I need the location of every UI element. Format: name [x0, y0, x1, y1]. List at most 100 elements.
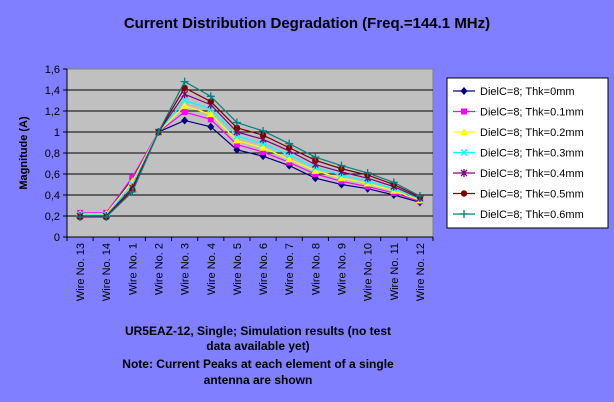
series-line	[80, 105, 421, 215]
legend-label: DielC=8; Thk=0mm	[480, 86, 575, 98]
x-tick-label: Wire No. 12	[415, 243, 427, 301]
data-point	[460, 169, 468, 177]
data-point	[181, 116, 189, 125]
data-point	[389, 178, 398, 187]
data-point	[259, 143, 268, 151]
data-point	[338, 178, 345, 185]
data-point	[460, 128, 468, 135]
data-point	[259, 131, 267, 139]
data-point	[76, 213, 85, 222]
legend-label: DielC=8; Thk=0.3mm	[480, 148, 584, 160]
plot-area: 0 0,2 0,4 0,6 0,8 1 1,2 1,4 1,6 Wire No. 13 Wire N…	[45, 64, 434, 301]
legend-item: DielC=8; Thk=0.5mm	[453, 189, 584, 201]
chart-title: Current Distribution Degradation (Freq.=…	[124, 15, 490, 32]
x-tick-label: Wire No. 7	[284, 243, 296, 295]
data-point	[337, 161, 346, 170]
series-line	[80, 80, 421, 218]
series-line	[80, 99, 421, 216]
caption-line-1: UR5EAZ-12, Single; Simulation results (n…	[125, 324, 391, 338]
series-line	[80, 93, 421, 217]
data-point	[286, 159, 293, 166]
data-point	[311, 153, 320, 162]
data-point	[233, 124, 241, 131]
caption-line-2: data available yet)	[206, 339, 309, 353]
y-tick-label: 1,6	[45, 64, 60, 76]
data-point	[102, 213, 111, 222]
data-point	[181, 109, 188, 116]
x-tick-label: Wire No. 1	[127, 243, 139, 295]
data-point	[233, 145, 241, 154]
x-tick-label: Wire No. 6	[258, 243, 270, 295]
data-point	[129, 174, 136, 181]
data-point	[154, 128, 163, 136]
x-tick-label: Wire No. 8	[310, 243, 322, 295]
y-tick-label: 1	[54, 127, 60, 139]
legend-item: DielC=8; Thk=0.4mm	[453, 168, 584, 180]
data-point	[233, 141, 240, 148]
data-point	[415, 192, 424, 201]
data-point	[259, 126, 268, 135]
data-point	[286, 144, 293, 151]
data-point	[260, 148, 267, 155]
legend-label: DielC=8; Thk=0.4mm	[480, 168, 584, 180]
data-point	[311, 166, 320, 174]
legend-label: DielC=8; Thk=0.6mm	[480, 209, 584, 221]
data-point	[460, 210, 468, 218]
x-tick-label: Wire No. 14	[101, 243, 113, 301]
series-line	[80, 87, 421, 218]
x-tick-label: Wire No. 4	[206, 243, 218, 295]
data-point	[363, 168, 372, 177]
data-point	[460, 87, 468, 95]
x-tick-label: Wire No. 9	[337, 243, 349, 295]
legend-item: DielC=8; Thk=0.2mm	[453, 127, 584, 139]
series-7	[76, 77, 424, 222]
data-point	[460, 190, 468, 197]
data-point	[363, 179, 372, 187]
legend-item: DielC=8; Thk=0.3mm	[453, 148, 584, 160]
data-point	[207, 122, 215, 131]
caption-line-4: antenna are shown	[204, 373, 313, 387]
x-tick-label: Wire No. 3	[180, 243, 192, 295]
data-point	[207, 98, 214, 105]
x-tick-label: Wire No. 10	[363, 243, 375, 301]
data-point	[181, 96, 189, 105]
y-axis-label: Magnitude (A)	[18, 116, 30, 190]
data-point	[206, 110, 215, 118]
data-point	[206, 92, 215, 101]
data-point	[364, 183, 371, 190]
x-tick-label: Wire No. 13	[75, 243, 87, 301]
data-point	[285, 155, 294, 163]
legend-item: DielC=8; Thk=0mm	[453, 86, 575, 98]
legend-label: DielC=8; Thk=0.1mm	[480, 107, 584, 119]
y-tick-label: 0,8	[45, 148, 60, 160]
x-tick-label: Wire No. 11	[389, 243, 401, 300]
data-point	[207, 116, 214, 123]
legend-label: DielC=8; Thk=0.2mm	[480, 127, 584, 139]
y-tick-label: 1,4	[45, 85, 60, 97]
data-point	[312, 171, 319, 177]
legend-item: DielC=8; Thk=0.1mm	[453, 107, 584, 119]
data-point	[180, 77, 189, 86]
y-tick-label: 1,2	[45, 106, 60, 118]
data-point	[337, 174, 346, 182]
y-tick-label: 0,6	[45, 169, 60, 181]
legend-label: DielC=8; Thk=0.5mm	[480, 189, 584, 201]
data-point	[460, 148, 468, 157]
data-point	[232, 136, 241, 144]
series-line	[80, 111, 421, 214]
caption-line-3: Note: Current Peaks at each element of a…	[122, 357, 394, 371]
legend: DielC=8; Thk=0mm DielC=8; Thk=0.1mm DielC=…	[446, 77, 609, 229]
y-tick-label: 0	[54, 232, 60, 244]
x-tick-label: Wire No. 2	[154, 243, 166, 295]
data-point	[128, 187, 137, 196]
y-tick-label: 0,2	[45, 211, 60, 223]
legend-item: DielC=8; Thk=0.6mm	[453, 209, 584, 221]
data-point	[285, 139, 294, 148]
x-tick-label: Wire No. 5	[232, 243, 244, 295]
data-point	[232, 118, 241, 127]
data-point	[461, 108, 467, 115]
data-point	[181, 84, 188, 92]
data-point	[180, 101, 189, 109]
